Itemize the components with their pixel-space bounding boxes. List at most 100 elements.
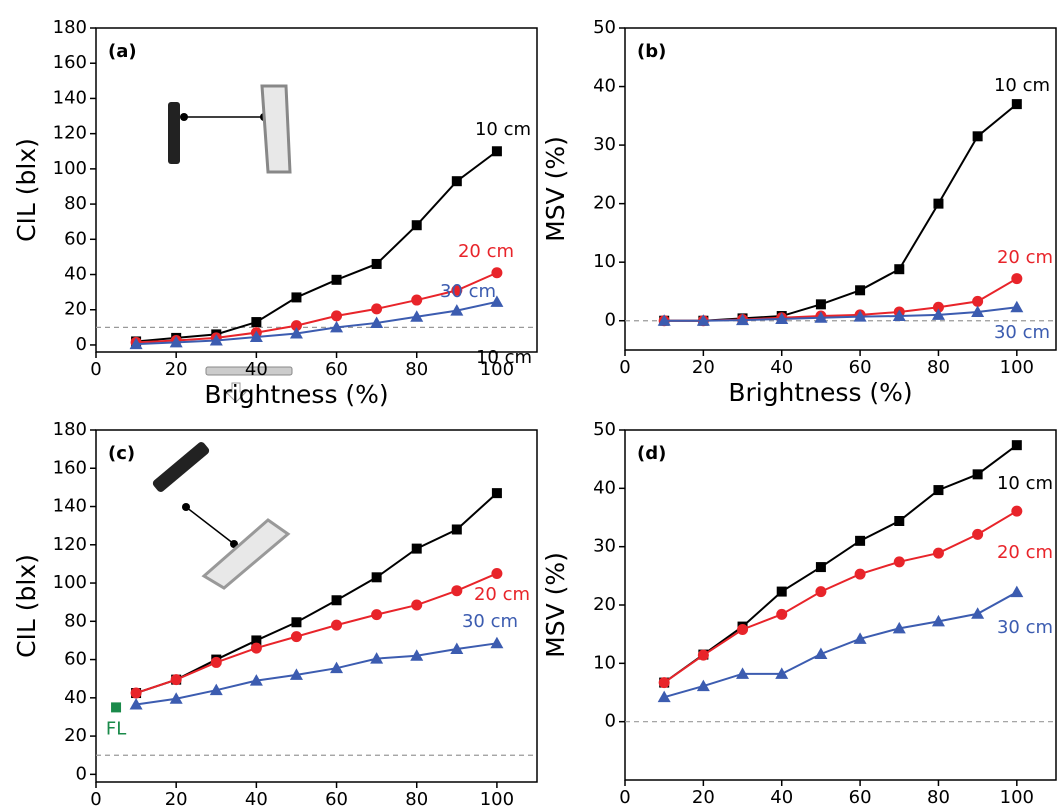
y-tick-label: 80 bbox=[64, 610, 87, 631]
marker bbox=[370, 652, 384, 664]
series-label: 10 cm bbox=[475, 119, 531, 140]
marker bbox=[853, 632, 867, 644]
marker bbox=[972, 131, 983, 142]
marker bbox=[932, 301, 944, 313]
y-axis-title: MSV (%) bbox=[541, 552, 570, 658]
series-line bbox=[664, 277, 1018, 322]
x-tick-label: 60 bbox=[325, 789, 348, 810]
marker bbox=[410, 310, 424, 322]
marker bbox=[776, 586, 787, 597]
x-axis-title: Brightness (%) bbox=[728, 808, 912, 810]
y-tick-label: 0 bbox=[76, 763, 87, 784]
x-tick-label: 40 bbox=[770, 787, 793, 808]
x-tick-label: 60 bbox=[325, 359, 348, 380]
marker bbox=[658, 677, 670, 689]
annotation: FL bbox=[106, 718, 126, 739]
y-tick-label: 160 bbox=[53, 457, 87, 478]
marker bbox=[331, 619, 343, 631]
marker bbox=[451, 176, 462, 187]
plot-frame bbox=[95, 27, 538, 353]
marker bbox=[892, 309, 906, 322]
marker bbox=[696, 314, 710, 326]
marker bbox=[330, 661, 344, 674]
y-tick-label: 0 bbox=[76, 334, 87, 355]
x-tick-label: 0 bbox=[90, 789, 101, 810]
marker bbox=[971, 607, 985, 619]
y-axis-title: MSV (%) bbox=[541, 136, 570, 242]
plot-frame bbox=[95, 429, 538, 783]
marker bbox=[776, 608, 788, 620]
x-tick-label: 40 bbox=[245, 789, 268, 810]
marker bbox=[490, 295, 504, 307]
marker bbox=[854, 568, 866, 580]
x-axis-title: Brightness (%) bbox=[728, 378, 912, 407]
marker bbox=[814, 311, 828, 323]
series-line bbox=[664, 103, 1018, 322]
series-label: 30 cm bbox=[440, 281, 496, 302]
marker bbox=[451, 284, 463, 296]
marker bbox=[170, 674, 182, 686]
marker bbox=[855, 535, 866, 546]
marker bbox=[775, 312, 789, 324]
marker bbox=[250, 642, 262, 654]
series-label: 10 cm bbox=[994, 75, 1050, 96]
series-line bbox=[663, 510, 1018, 684]
marker bbox=[331, 274, 342, 285]
marker bbox=[451, 585, 463, 597]
series-label: 20 cm bbox=[997, 542, 1053, 563]
x-tick-label: 100 bbox=[1000, 357, 1034, 378]
series-line bbox=[663, 444, 1018, 684]
y-tick-label: 10 bbox=[593, 251, 616, 272]
marker bbox=[932, 547, 944, 559]
inset-c bbox=[152, 366, 293, 590]
x-tick-label: 20 bbox=[165, 789, 188, 810]
y-tick-label: 180 bbox=[53, 419, 87, 440]
marker bbox=[931, 614, 945, 627]
x-tick-label: 0 bbox=[619, 787, 630, 808]
y-axis-title: CIL (blx) bbox=[12, 138, 41, 242]
marker bbox=[491, 267, 503, 279]
marker bbox=[411, 220, 422, 231]
y-tick-label: 40 bbox=[64, 687, 87, 708]
marker bbox=[736, 667, 750, 679]
inset-a bbox=[168, 84, 292, 174]
marker bbox=[491, 146, 502, 157]
y-tick-label: 50 bbox=[593, 17, 616, 38]
series-label: 20 cm bbox=[474, 584, 530, 605]
marker bbox=[1010, 300, 1024, 313]
marker bbox=[491, 488, 502, 499]
marker bbox=[737, 624, 749, 635]
marker bbox=[893, 556, 905, 568]
y-tick-label: 80 bbox=[64, 193, 87, 214]
y-tick-label: 40 bbox=[64, 264, 87, 285]
marker bbox=[972, 469, 983, 480]
marker bbox=[410, 649, 424, 661]
y-tick-label: 50 bbox=[593, 419, 616, 440]
x-tick-label: 0 bbox=[90, 359, 101, 380]
series-line bbox=[136, 300, 498, 346]
y-tick-label: 100 bbox=[53, 572, 87, 593]
marker bbox=[411, 543, 422, 554]
y-tick-label: 20 bbox=[593, 594, 616, 615]
marker bbox=[371, 609, 383, 621]
y-tick-label: 100 bbox=[53, 158, 87, 179]
marker bbox=[657, 314, 671, 326]
marker bbox=[129, 698, 143, 710]
x-tick-label: 80 bbox=[405, 359, 428, 380]
marker bbox=[209, 334, 223, 346]
marker bbox=[853, 310, 867, 322]
panel-label: (c) bbox=[108, 443, 135, 464]
y-tick-label: 60 bbox=[64, 228, 87, 249]
marker bbox=[331, 595, 342, 606]
marker bbox=[251, 317, 262, 328]
x-tick-label: 20 bbox=[692, 357, 715, 378]
x-tick-label: 60 bbox=[849, 787, 872, 808]
marker bbox=[855, 285, 866, 296]
y-tick-label: 30 bbox=[593, 134, 616, 155]
marker bbox=[290, 631, 302, 643]
marker bbox=[892, 621, 906, 634]
marker bbox=[972, 295, 984, 307]
marker bbox=[972, 528, 984, 540]
